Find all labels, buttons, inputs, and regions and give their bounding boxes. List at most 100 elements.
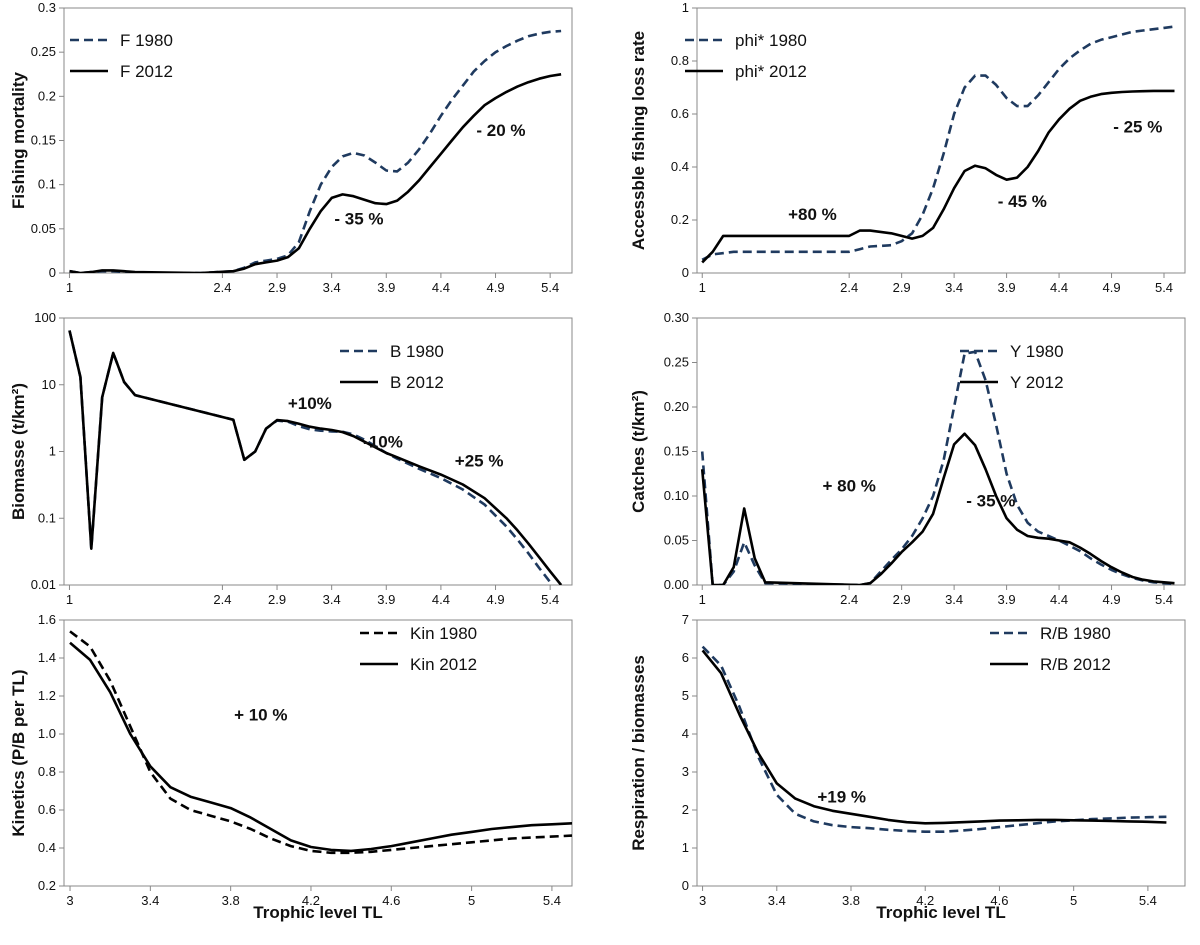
- chart-phi-xtick-label: 5.4: [1155, 280, 1173, 295]
- chart-Kin-xtick-label: 3.8: [222, 893, 240, 908]
- chart-Kin-series-1-line: [69, 630, 572, 855]
- chart-Y-ytick-label: 0.25: [664, 355, 689, 370]
- chart-Kin-xtick-label: 4.2: [302, 893, 320, 908]
- chart-F-ytick-label: 0.25: [31, 44, 56, 59]
- chart-B-series-2-line: [68, 330, 563, 585]
- chart-F-annotation: - 35 %: [334, 209, 383, 228]
- chart-F-xtick-label: 2.9: [268, 280, 286, 295]
- chart-Kin-ytick-label: 1.6: [38, 612, 56, 627]
- chart-F-xtick-label: 3.4: [323, 280, 341, 295]
- chart-Y-xtick-label: 2.4: [840, 592, 858, 607]
- chart-phi: 0 0.2 0.4 0.6 0.8 1 1 2.4 2.9 3.4 3.9 4.4 4.9 5.4 Acce…: [629, 0, 1186, 295]
- chart-Kin-y-axis-label: Kinetics (P/B per TL): [9, 669, 28, 836]
- chart-phi-ytick-label: 0.2: [671, 212, 689, 227]
- chart-RB-ytick-label: 2: [682, 802, 689, 817]
- chart-F-ytick-label: 0.1: [38, 177, 56, 192]
- chart-RB: 0 1 2 3 4 5 6 7 3 3.4 3.8 4.2 4.6 5 5.4 Respiration / b…: [629, 612, 1186, 922]
- chart-Kin-series-2-line: [69, 641, 572, 853]
- chart-RB-annotation: +19 %: [817, 787, 866, 806]
- chart-F-series-2-line: [69, 73, 562, 273]
- chart-Kin-legend-label: Kin 2012: [410, 655, 477, 674]
- chart-F-xtick-label: 1: [66, 280, 73, 295]
- chart-B: 0.01 0.1 1 10 100 1 2.4 2.9 3.4 3.9 4.4 4.9 5.4 Bioma…: [9, 310, 573, 607]
- chart-F-xtick-label: 3.9: [377, 280, 395, 295]
- chart-Y-series-2-line: [700, 432, 1175, 585]
- chart-Y-legend-label: Y 2012: [1010, 373, 1064, 392]
- chart-phi-xtick-label: 1: [699, 280, 706, 295]
- chart-phi-series-2-line: [701, 89, 1175, 264]
- chart-Y-ytick-label: 0.20: [664, 399, 689, 414]
- chart-Y-xtick-label: 3.4: [945, 592, 963, 607]
- chart-Y-series-1-line: [700, 350, 1175, 585]
- chart-Y-ytick-label: 0.05: [664, 533, 689, 548]
- chart-RB-xtick-label: 5.4: [1139, 893, 1157, 908]
- chart-F-ytick-label: 0.2: [38, 88, 56, 103]
- chart-phi-ytick-label: 1: [682, 0, 689, 15]
- chart-Y-plot-frame: [696, 317, 1186, 586]
- chart-Y-xtick-label: 3.9: [998, 592, 1016, 607]
- chart-B-xtick-label: 5.4: [541, 592, 559, 607]
- chart-RB-x-axis-label: Trophic level TL: [876, 903, 1005, 922]
- chart-RB-ytick-label: 5: [682, 688, 689, 703]
- chart-Kin-annotation: + 10 %: [234, 706, 287, 725]
- chart-phi-xtick-label: 3.9: [998, 280, 1016, 295]
- chart-Kin-xtick-label: 3: [66, 893, 73, 908]
- chart-F-xtick-label: 4.4: [432, 280, 450, 295]
- chart-phi-ytick-label: 0: [682, 265, 689, 280]
- chart-phi-xtick-label: 2.4: [840, 280, 858, 295]
- chart-RB-ytick-label: 0: [682, 878, 689, 893]
- chart-RB-y-axis-label: Respiration / biomasses: [629, 655, 648, 851]
- chart-RB-ytick-label: 3: [682, 764, 689, 779]
- chart-F-xtick-label: 4.9: [486, 280, 504, 295]
- chart-phi-ytick-label: 0.4: [671, 159, 689, 174]
- chart-phi-xtick-label: 3.4: [945, 280, 963, 295]
- chart-phi-xtick-label: 2.9: [893, 280, 911, 295]
- chart-F-annotation: - 20 %: [476, 121, 525, 140]
- chart-Y-y-axis-label: Catches (t/km²): [629, 390, 648, 513]
- chart-Kin-ytick-label: 1.4: [38, 650, 56, 665]
- chart-B-y-axis-label: Biomasse (t/km²): [9, 383, 28, 520]
- chart-phi-annotation: - 45 %: [998, 192, 1047, 211]
- chart-Kin-ytick-label: 0.6: [38, 802, 56, 817]
- chart-Kin-ytick-label: 1.0: [38, 726, 56, 741]
- chart-B-legend-label: B 2012: [390, 373, 444, 392]
- chart-B-ytick-label: 0.1: [38, 510, 56, 525]
- chart-phi-legend-label: phi* 1980: [735, 31, 807, 50]
- chart-phi-legend-label: phi* 2012: [735, 62, 807, 81]
- chart-RB-ytick-label: 6: [682, 650, 689, 665]
- chart-F-ytick-label: 0.3: [38, 0, 56, 15]
- chart-B-annotation: -10%: [363, 432, 403, 451]
- chart-Y-ytick-label: 0.15: [664, 444, 689, 459]
- chart-phi-xtick-label: 4.4: [1050, 280, 1068, 295]
- chart-Kin-xtick-label: 4.6: [382, 893, 400, 908]
- chart-Y-annotation: - 35 %: [966, 492, 1015, 511]
- chart-phi-y-axis-label: Accessble fishing loss rate: [629, 31, 648, 250]
- chart-F-series-1-line: [69, 29, 562, 273]
- chart-RB-ytick-label: 4: [682, 726, 689, 741]
- chart-RB-xtick-label: 4.6: [990, 893, 1008, 908]
- chart-phi-series-1-line: [701, 25, 1175, 261]
- chart-F-ytick-label: 0: [49, 265, 56, 280]
- chart-B-xtick-label: 3.4: [323, 592, 341, 607]
- chart-Kin-ytick-label: 0.4: [38, 840, 56, 855]
- chart-Kin-ytick-label: 0.2: [38, 878, 56, 893]
- chart-RB-xtick-label: 5: [1070, 893, 1077, 908]
- chart-RB-series-1-line: [701, 645, 1167, 834]
- chart-RB-legend-label: R/B 2012: [1040, 655, 1111, 674]
- chart-Y-legend-label: Y 1980: [1010, 342, 1064, 361]
- chart-B-annotation: +10%: [288, 394, 332, 413]
- chart-Kin-xtick-label: 3.4: [141, 893, 159, 908]
- chart-F-xtick-label: 2.4: [213, 280, 231, 295]
- chart-phi-xtick-label: 4.9: [1102, 280, 1120, 295]
- chart-phi-annotation: +80 %: [788, 205, 837, 224]
- chart-B-xtick-label: 2.9: [268, 592, 286, 607]
- chart-Y: 0.00 0.05 0.10 0.15 0.20 0.25 0.30 1 2.4 2.9 3.4 3.…: [629, 310, 1186, 607]
- chart-B-ytick-label: 100: [34, 310, 56, 325]
- chart-B-xtick-label: 4.4: [432, 592, 450, 607]
- chart-RB-ytick-label: 1: [682, 840, 689, 855]
- chart-F-y-axis-label: Fishing mortality: [9, 71, 28, 209]
- chart-RB-series-2-line: [701, 649, 1167, 825]
- chart-RB-xtick-label: 3.8: [842, 893, 860, 908]
- chart-Y-annotation: + 80 %: [822, 477, 875, 496]
